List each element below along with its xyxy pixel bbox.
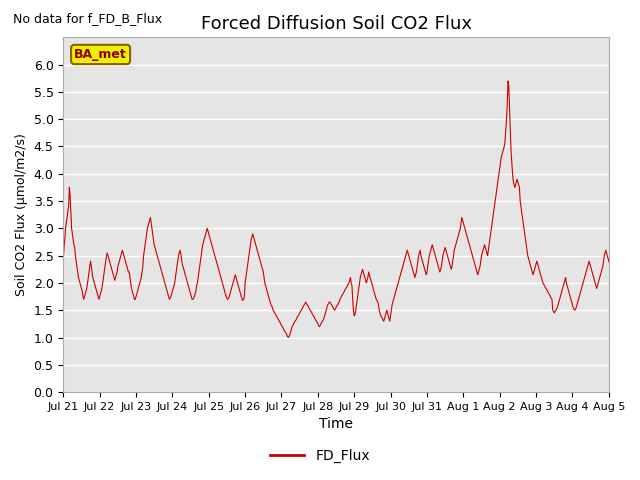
Text: BA_met: BA_met: [74, 48, 127, 61]
Y-axis label: Soil CO2 Flux (μmol/m2/s): Soil CO2 Flux (μmol/m2/s): [15, 133, 28, 296]
Title: Forced Diffusion Soil CO2 Flux: Forced Diffusion Soil CO2 Flux: [200, 15, 472, 33]
Legend: FD_Flux: FD_Flux: [264, 443, 376, 468]
Text: No data for f_FD_B_Flux: No data for f_FD_B_Flux: [13, 12, 162, 25]
X-axis label: Time: Time: [319, 418, 353, 432]
